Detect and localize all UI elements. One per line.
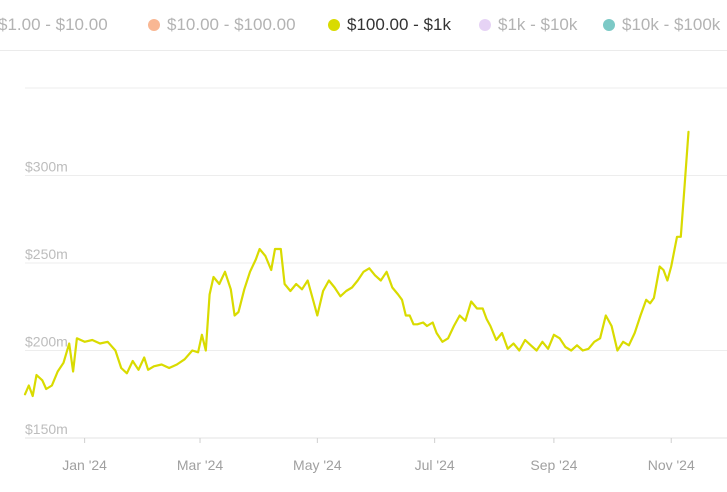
legend-item-10k-100k[interactable]: $10k - $100k bbox=[603, 15, 720, 35]
x-tick-label: Mar '24 bbox=[177, 457, 223, 473]
chart-series bbox=[23, 130, 690, 398]
legend-item-100-1k[interactable]: $100.00 - $1k bbox=[328, 15, 451, 35]
legend-item-10-100[interactable]: $10.00 - $100.00 bbox=[148, 15, 296, 35]
legend-label: $1.00 - $10.00 bbox=[0, 15, 108, 34]
x-tick-label: May '24 bbox=[293, 457, 342, 473]
legend-dot-icon bbox=[479, 19, 491, 31]
legend-dot-icon bbox=[328, 19, 340, 31]
legend-item-1k-10k[interactable]: $1k - $10k bbox=[479, 15, 577, 35]
y-tick-label: $300m bbox=[25, 159, 68, 175]
y-tick-label: $200m bbox=[25, 334, 68, 350]
legend-label: $100.00 - $1k bbox=[347, 15, 451, 34]
legend-dot-icon bbox=[603, 19, 615, 31]
legend-label: $10k - $100k bbox=[622, 15, 721, 34]
y-tick-label: $150m bbox=[25, 421, 68, 437]
x-tick-label: Nov '24 bbox=[648, 457, 695, 473]
x-tick-label: Sep '24 bbox=[530, 457, 577, 473]
legend-item-1-10[interactable]: $1.00 - $10.00 bbox=[0, 15, 108, 35]
legend: $1.00 - $10.00 $10.00 - $100.00 $100.00 … bbox=[0, 0, 727, 51]
legend-label: $10.00 - $100.00 bbox=[167, 15, 296, 34]
legend-dot-icon bbox=[148, 19, 160, 31]
chart-grid bbox=[25, 87, 727, 351]
x-axis: Jan '24 Mar '24 May '24 Jul '24 Sep '24 Nov '… bbox=[25, 437, 727, 473]
series-line bbox=[23, 130, 690, 398]
y-tick-label: $250m bbox=[25, 246, 68, 262]
x-tick-label: Jan '24 bbox=[62, 457, 107, 473]
y-axis-labels: $150m $200m $250m $300m bbox=[25, 159, 68, 438]
x-tick-label: Jul '24 bbox=[415, 457, 455, 473]
legend-label: $1k - $10k bbox=[498, 15, 578, 34]
